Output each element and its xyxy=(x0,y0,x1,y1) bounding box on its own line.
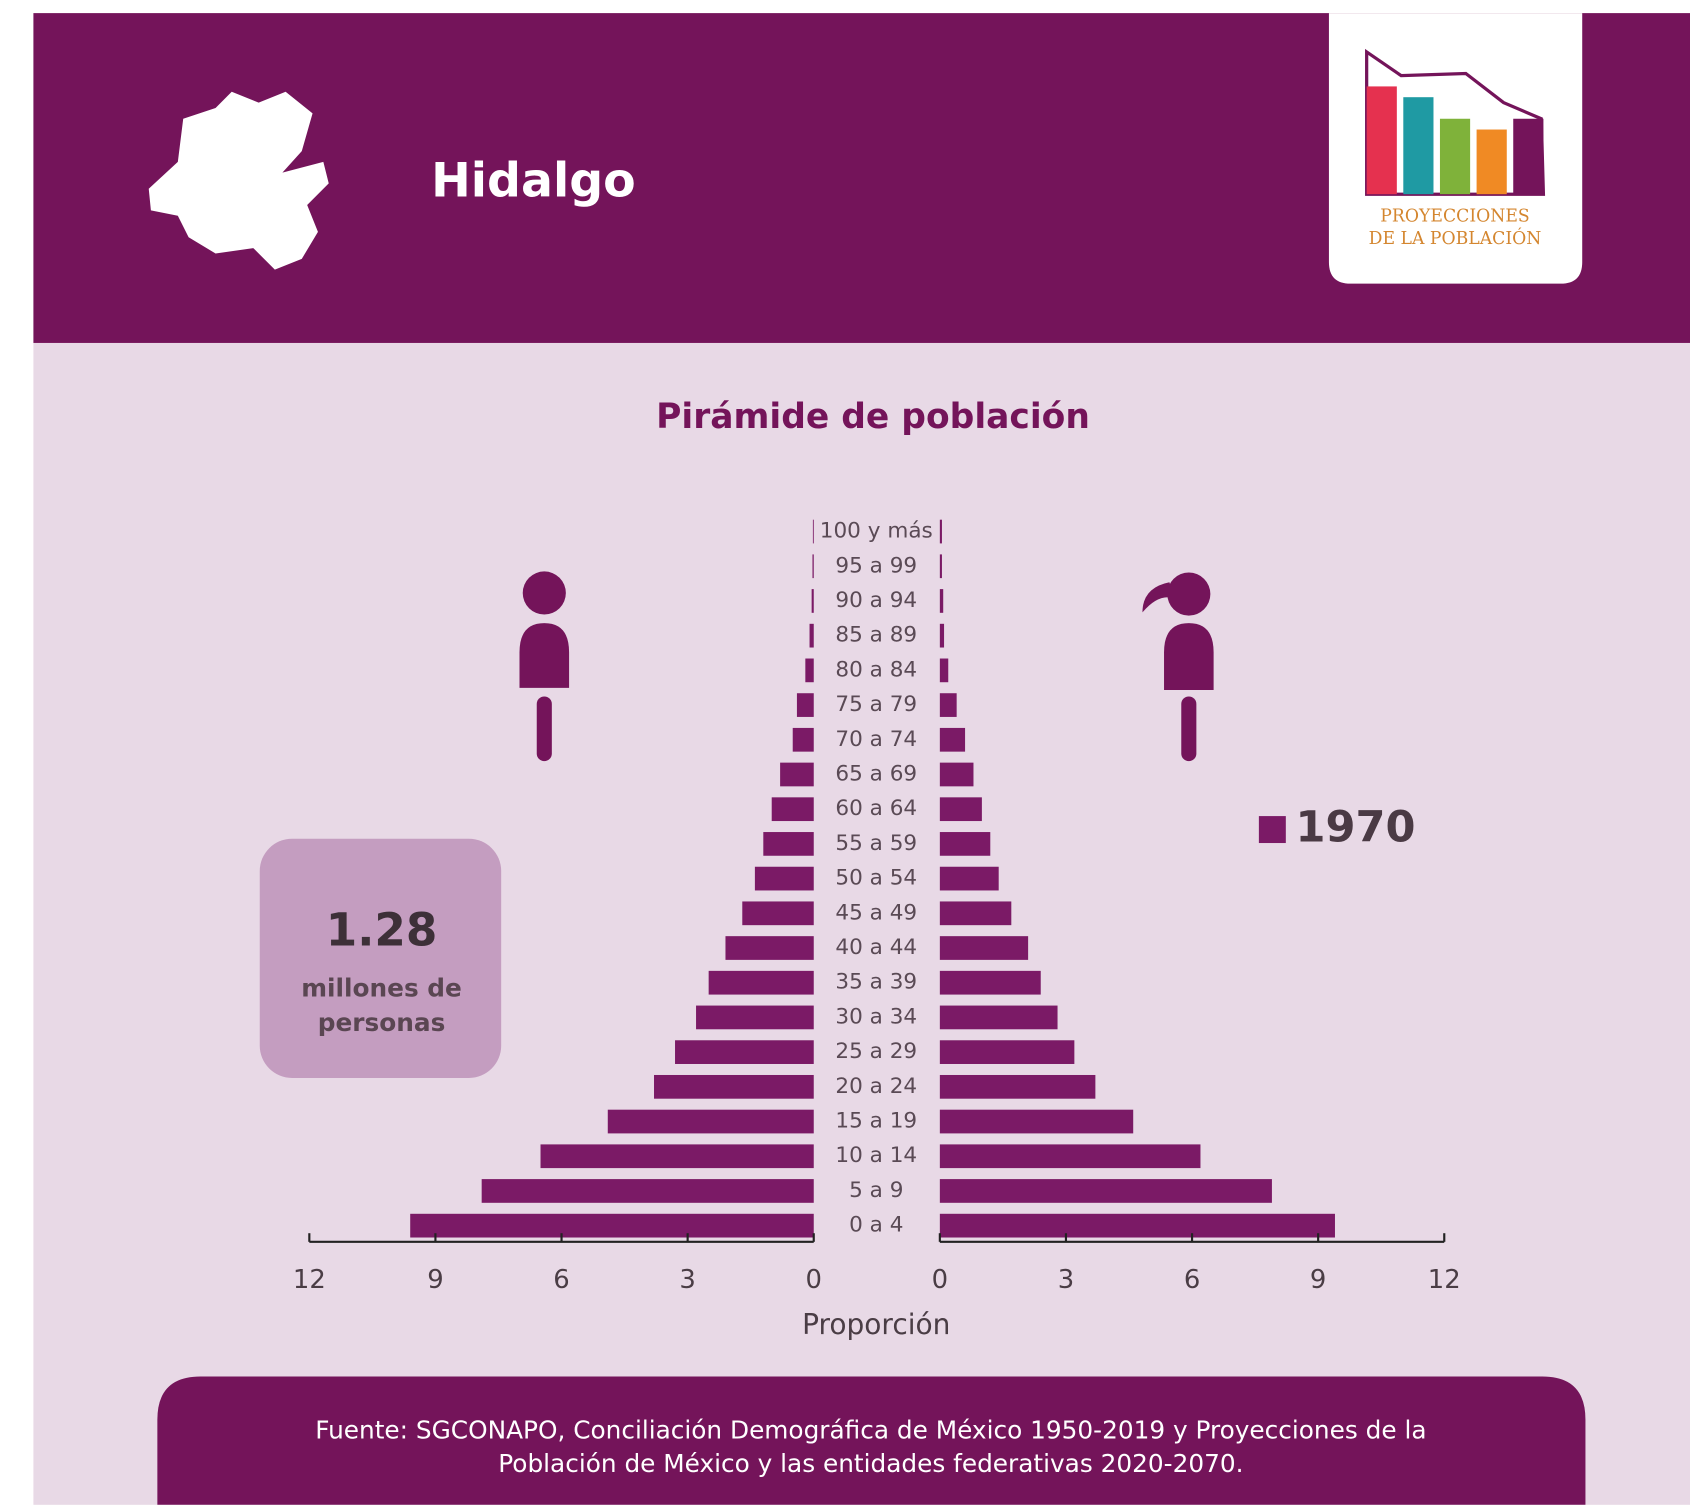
x-tick-label: 0 xyxy=(932,1265,948,1295)
male-bar xyxy=(708,970,814,995)
logo-bar xyxy=(1403,97,1434,195)
age-label: 50 a 54 xyxy=(835,866,917,891)
x-tick-label: 6 xyxy=(553,1265,569,1295)
male-bar xyxy=(410,1213,814,1238)
female-bar xyxy=(939,589,944,613)
female-icon xyxy=(1142,572,1214,762)
male-bar xyxy=(812,554,814,579)
male-bar xyxy=(809,623,814,648)
age-label: 20 a 24 xyxy=(835,1074,917,1099)
age-label: 95 a 99 xyxy=(835,553,917,578)
age-label: 70 a 74 xyxy=(835,727,917,752)
female-bar xyxy=(939,762,974,787)
male-bar xyxy=(763,832,814,856)
age-label: 65 a 69 xyxy=(835,761,917,786)
logo-text: PROYECCIONES xyxy=(1380,206,1529,226)
female-bar xyxy=(939,832,991,856)
female-bar xyxy=(939,1109,1134,1134)
x-tick-label: 3 xyxy=(679,1265,695,1295)
male-bar xyxy=(654,1074,814,1099)
x-tick-label: 6 xyxy=(1184,1265,1200,1295)
male-bar xyxy=(805,658,814,683)
female-bar xyxy=(939,1040,1075,1064)
male-bar xyxy=(771,797,814,822)
female-bar xyxy=(939,970,1041,995)
female-bar xyxy=(939,554,942,579)
age-label: 30 a 34 xyxy=(835,1004,917,1029)
male-bar xyxy=(725,936,814,960)
logo-text: DE LA POBLACIÓN xyxy=(1369,228,1542,249)
male-bar xyxy=(812,519,814,544)
female-bar xyxy=(939,936,1029,960)
male-bar xyxy=(675,1040,814,1064)
age-label: 60 a 64 xyxy=(835,796,917,821)
source-text: Fuente: SGCONAPO, Conciliación Demográfi… xyxy=(315,1416,1426,1445)
x-tick-label: 0 xyxy=(806,1265,822,1295)
source-text: Población de México y las entidades fede… xyxy=(498,1449,1243,1478)
summary-value: 1.28 xyxy=(326,904,438,957)
male-bar xyxy=(481,1179,814,1203)
male-bar xyxy=(696,1005,814,1030)
age-label: 90 a 94 xyxy=(835,588,917,613)
age-label: 15 a 19 xyxy=(835,1109,917,1134)
age-label: 10 a 14 xyxy=(835,1143,917,1168)
summary-text: millones de xyxy=(301,974,462,1003)
age-label: 5 a 9 xyxy=(849,1178,903,1203)
logo-bar xyxy=(1476,129,1507,195)
female-bar xyxy=(939,1179,1272,1203)
male-bar xyxy=(742,901,814,926)
male-bar xyxy=(754,866,814,891)
x-tick-label: 9 xyxy=(427,1265,443,1295)
age-label: 80 a 84 xyxy=(835,657,917,682)
female-bar xyxy=(939,1074,1096,1099)
state-map xyxy=(148,91,329,270)
male-bar xyxy=(607,1109,814,1134)
logo-bar xyxy=(1513,118,1544,195)
x-tick-label: 12 xyxy=(293,1265,326,1295)
age-label: 55 a 59 xyxy=(835,831,917,856)
x-tick-label: 9 xyxy=(1310,1265,1326,1295)
age-label: 45 a 49 xyxy=(835,900,917,925)
age-label: 100 y más xyxy=(820,519,933,544)
female-bar xyxy=(939,519,942,544)
female-bar xyxy=(939,623,945,648)
male-icon xyxy=(519,571,570,762)
male-bar xyxy=(796,693,814,717)
logo-bar xyxy=(1366,86,1397,195)
female-bar xyxy=(939,693,957,717)
male-bar xyxy=(540,1144,814,1169)
female-bar xyxy=(939,1005,1058,1030)
legend-swatch xyxy=(1258,816,1286,844)
x-tick-label: 3 xyxy=(1058,1265,1074,1295)
female-bar xyxy=(939,727,966,752)
age-label: 25 a 29 xyxy=(835,1039,917,1064)
male-bar xyxy=(780,762,814,787)
age-label: 75 a 79 xyxy=(835,692,917,717)
age-label: 40 a 44 xyxy=(835,935,917,960)
logo-bar xyxy=(1439,118,1471,195)
state-title: Hidalgo xyxy=(431,153,636,208)
female-bar xyxy=(939,797,982,822)
female-bar xyxy=(939,866,999,891)
female-bar xyxy=(939,658,949,683)
female-bar xyxy=(939,901,1012,926)
male-bar xyxy=(792,727,814,752)
female-bar xyxy=(939,1144,1201,1169)
male-bar xyxy=(811,589,814,613)
female-bar xyxy=(939,1213,1335,1238)
summary-text: personas xyxy=(318,1008,446,1037)
footer xyxy=(157,1376,1586,1505)
age-label: 85 a 89 xyxy=(835,623,917,648)
x-axis-label: Proporción xyxy=(802,1308,950,1341)
summary-box xyxy=(259,838,502,1078)
age-label: 0 a 4 xyxy=(849,1213,903,1238)
age-label: 35 a 39 xyxy=(835,970,917,995)
legend-label: 1970 xyxy=(1296,803,1416,853)
chart-title: Pirámide de población xyxy=(656,397,1090,437)
x-tick-label: 12 xyxy=(1428,1265,1461,1295)
